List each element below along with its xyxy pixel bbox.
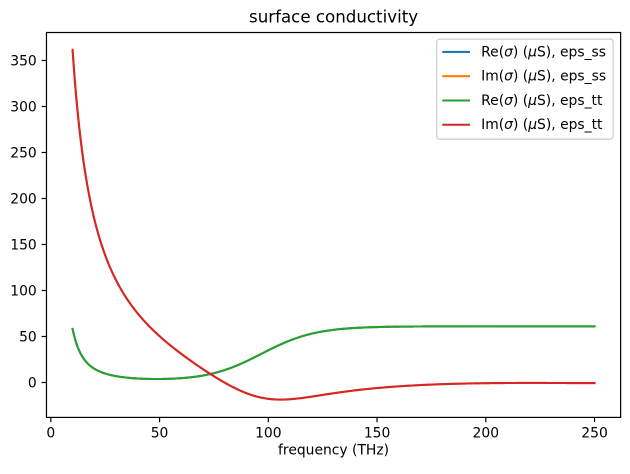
- legend-box: [436, 38, 614, 140]
- y-tick-label: 300: [10, 100, 36, 116]
- x-tick-label: 150: [364, 425, 390, 441]
- x-tick-label: 250: [581, 425, 607, 441]
- x-tick-label: 50: [151, 425, 169, 441]
- y-tick-label: 50: [19, 330, 37, 346]
- legend-label-2: Im(σ) (μS), eps_ss: [481, 69, 606, 85]
- y-tick-label: 200: [10, 192, 36, 208]
- chart-title: surface conductivity: [249, 8, 418, 27]
- legend-label-1: Re(σ) (μS), eps_ss: [481, 44, 606, 60]
- y-tick-label: 0: [28, 376, 37, 392]
- y-tick-label: 350: [10, 54, 36, 70]
- legend-label-4: Im(σ) (μS), eps_tt: [481, 117, 603, 133]
- axes-spines: [45, 31, 622, 419]
- x-tick-label: 0: [46, 425, 55, 441]
- x-tick-label: 100: [255, 425, 281, 441]
- y-tick-label: 250: [10, 146, 36, 162]
- y-tick-label: 100: [10, 284, 36, 300]
- curve-3: [71, 325, 596, 381]
- y-tick-label: 150: [10, 238, 36, 254]
- x-axis-label: frequency (THz): [278, 443, 389, 459]
- x-tick-label: 200: [473, 425, 499, 441]
- legend-label-3: Re(σ) (μS), eps_tt: [481, 93, 603, 109]
- curve-4: [71, 48, 596, 401]
